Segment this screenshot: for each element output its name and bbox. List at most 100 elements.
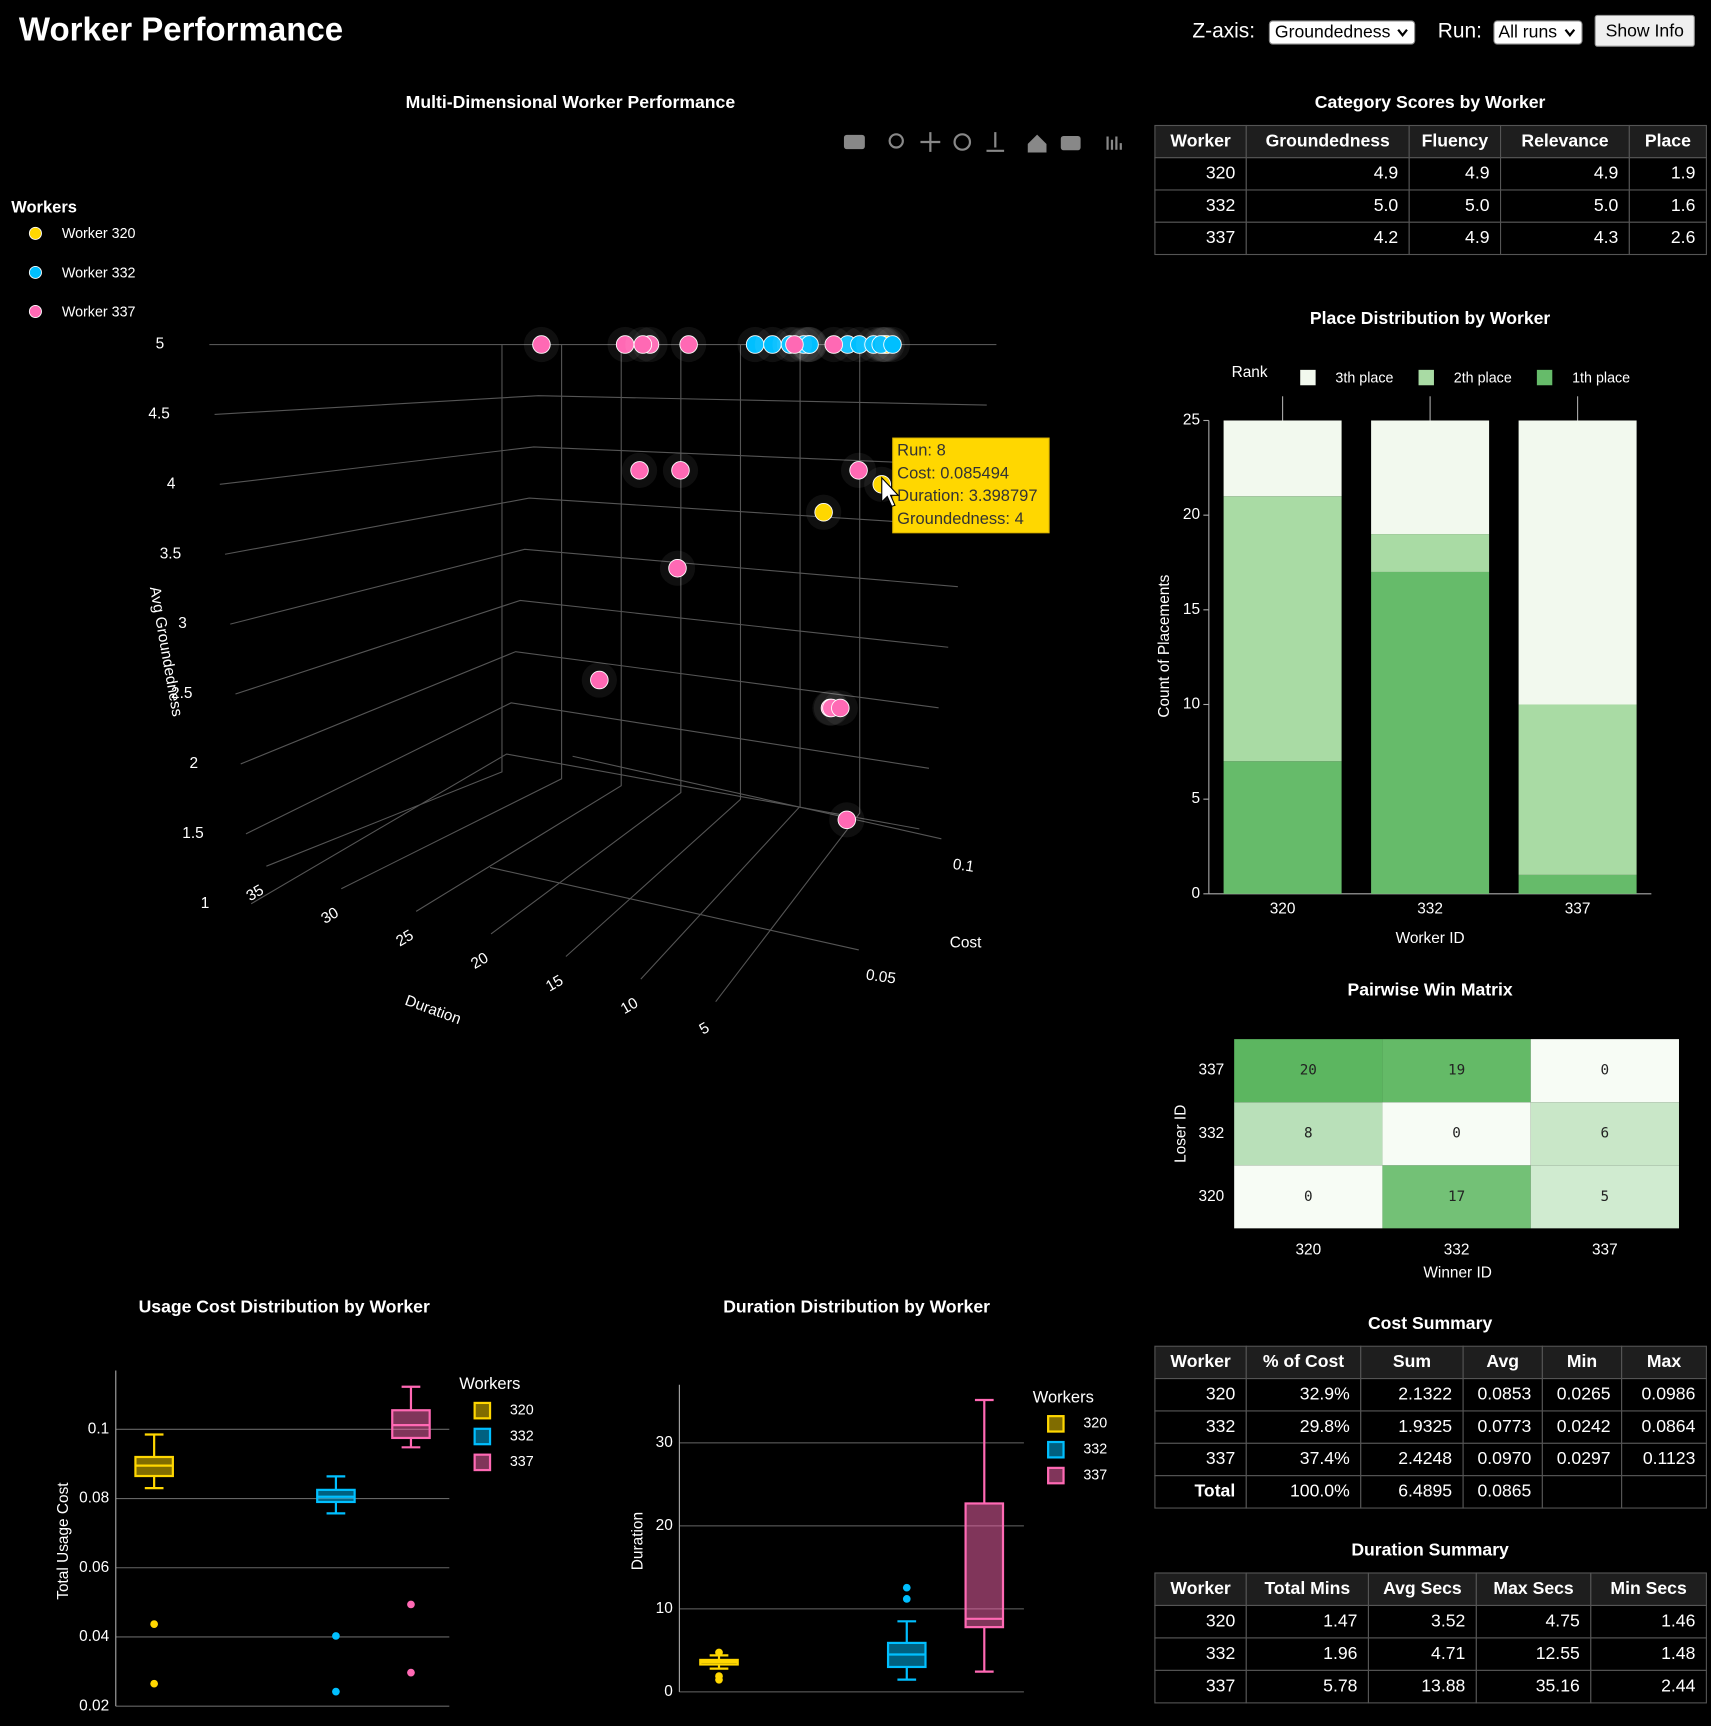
heat-cell <box>1382 1039 1531 1103</box>
cursor <box>881 476 900 508</box>
cell-text: 3.52 <box>1431 1610 1465 1630</box>
outlier <box>332 1687 340 1696</box>
x-tick-label: 15 <box>543 972 566 995</box>
cell <box>1462 1475 1543 1509</box>
y-tick-label: 20 <box>1183 506 1200 523</box>
cell <box>1367 1637 1477 1671</box>
icon-camera[interactable] <box>843 134 865 150</box>
legend-swatch <box>1047 1466 1065 1485</box>
cell-label: 0 <box>1452 1126 1461 1142</box>
select-value[interactable]: Groundedness <box>1275 22 1391 42</box>
cell-text: 1.46 <box>1661 1610 1695 1630</box>
cell <box>1628 221 1707 256</box>
cell-text: 0.0865 <box>1477 1481 1531 1501</box>
cell-text: 337 <box>1206 1448 1235 1468</box>
select-value[interactable]: All runs <box>1498 22 1557 42</box>
cell-text: 4.71 <box>1431 1643 1465 1663</box>
point <box>679 335 698 354</box>
chart-title: Multi-Dimensional Worker Performance <box>406 92 736 112</box>
y-tick-label: 5 <box>1191 790 1200 807</box>
cell <box>1408 157 1502 191</box>
y-tick-label: 0 <box>1191 885 1200 902</box>
point <box>785 335 804 354</box>
icon-turntable[interactable] <box>986 132 1005 152</box>
run-select[interactable]: All runs <box>1493 20 1583 45</box>
legend-swatch <box>473 1453 492 1472</box>
legend-marker <box>28 226 42 240</box>
bar-segment <box>1371 571 1490 894</box>
cell <box>1621 1475 1707 1509</box>
y-tick-label: 0.1 <box>952 856 976 876</box>
z-tick-label: 2 <box>189 755 198 772</box>
cell-text: 4.9 <box>1465 163 1489 183</box>
select-arrow[interactable] <box>1397 29 1408 37</box>
heat-cell <box>1382 1165 1531 1229</box>
legend-label: Worker 337 <box>62 304 136 320</box>
chart-title: Pairwise Win Matrix <box>1347 979 1512 999</box>
cell <box>1367 1669 1477 1704</box>
toolbar[interactable] <box>843 132 1122 153</box>
heat-cell <box>1234 1165 1383 1229</box>
bar-segment <box>1371 420 1490 535</box>
y-tick-label: 0.08 <box>79 1490 109 1507</box>
x-tick-label: 20 <box>468 949 491 972</box>
axis-title: Worker ID <box>1396 930 1465 947</box>
header-label: Worker <box>1170 1578 1230 1598</box>
header-label: Worker <box>1170 1351 1230 1371</box>
show-info-button[interactable]: Show Info <box>1594 14 1695 47</box>
legend-label: 3th place <box>1335 370 1393 386</box>
x-tick-label: 10 <box>618 995 641 1018</box>
z-axis-select[interactable]: Groundedness <box>1268 20 1416 45</box>
cell-label: 17 <box>1448 1189 1465 1205</box>
x-tick-label: 337 <box>1592 1242 1618 1259</box>
icon-pan[interactable] <box>920 132 941 152</box>
heat-cell <box>1382 1102 1531 1166</box>
heat-cell <box>1530 1165 1679 1229</box>
cell-text: 0.0265 <box>1557 1383 1611 1403</box>
icon-zoom[interactable] <box>888 133 904 149</box>
cell <box>1154 1637 1247 1671</box>
icon-plotly[interactable] <box>1106 136 1122 150</box>
select-arrow[interactable] <box>1564 29 1576 37</box>
header-label: Max <box>1647 1351 1681 1371</box>
legend-swatch <box>1300 369 1316 386</box>
legend-title: Workers <box>459 1375 520 1393</box>
table-title: Cost Summary <box>1368 1313 1492 1333</box>
legend-label: 1th place <box>1572 370 1630 386</box>
select-box[interactable] <box>1268 20 1416 45</box>
cell-text: 0.1123 <box>1643 1448 1696 1468</box>
cell <box>1475 1669 1592 1704</box>
box <box>964 1502 1005 1629</box>
legend-label: Worker 320 <box>62 226 136 242</box>
icon-orbit[interactable] <box>953 133 972 151</box>
cell-label: 0 <box>1601 1063 1610 1079</box>
y-tick-label: 10 <box>1183 696 1200 713</box>
select-box[interactable] <box>1493 20 1583 45</box>
y-tick-label: 0.04 <box>79 1628 109 1645</box>
grid-line <box>230 548 958 625</box>
legend-title: Rank <box>1232 364 1268 381</box>
cell-text: 1.9 <box>1671 163 1695 183</box>
cell-text: 4.2 <box>1374 227 1398 247</box>
cell-text: 100.0% <box>1290 1481 1350 1501</box>
button-label[interactable]: Show Info <box>1606 21 1685 41</box>
cell <box>1541 1378 1623 1412</box>
cell-label: 8 <box>1304 1126 1313 1142</box>
cell-text: 0.0242 <box>1557 1416 1611 1436</box>
cell <box>1245 157 1410 191</box>
icon-home[interactable] <box>1027 134 1047 153</box>
cell-text: Total <box>1194 1481 1235 1501</box>
cell <box>1245 1637 1370 1671</box>
cell-text: 2.4248 <box>1398 1448 1452 1468</box>
header-label: Groundedness <box>1266 130 1390 150</box>
point <box>630 461 649 480</box>
button-box[interactable] <box>1594 14 1695 47</box>
axis-title: Total Usage Cost <box>55 1482 72 1600</box>
cell-label: 20 <box>1300 1063 1317 1079</box>
cell-text: 5.0 <box>1465 195 1490 215</box>
legend-label: 332 <box>1083 1441 1107 1457</box>
x-tick-label: 320 <box>1295 1242 1321 1259</box>
cell <box>1360 1410 1464 1444</box>
icon-camera-view[interactable] <box>1060 135 1081 151</box>
cell-text: 29.8% <box>1300 1416 1350 1436</box>
